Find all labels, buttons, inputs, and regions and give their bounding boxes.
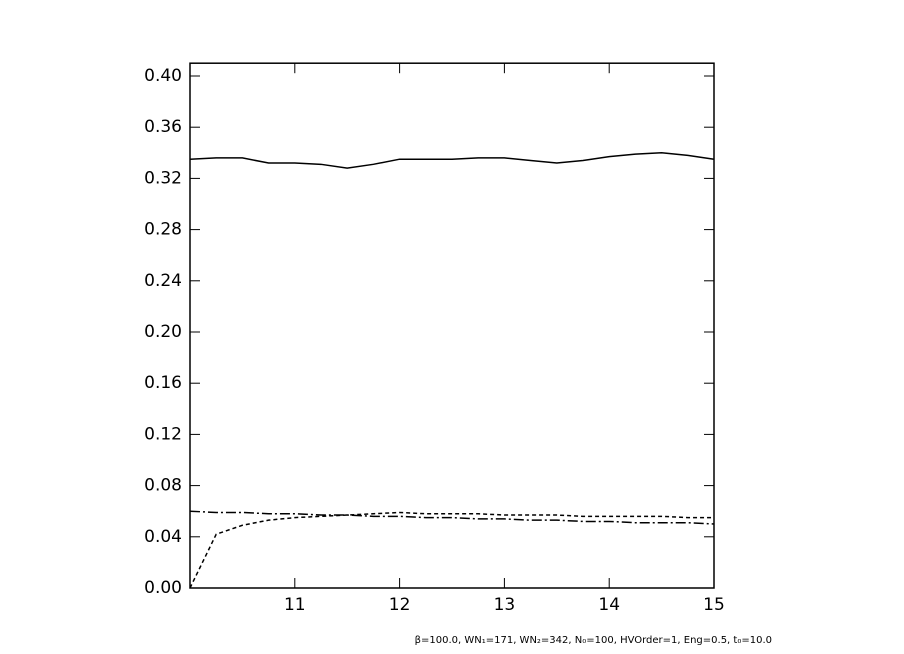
x-tick-label: 14 — [598, 595, 620, 615]
y-tick-label: 0.20 — [144, 322, 182, 342]
line-series — [189, 510, 715, 525]
line-series — [189, 152, 715, 169]
y-tick-label: 0.40 — [144, 66, 182, 86]
y-tick-label: 0.24 — [144, 271, 182, 291]
footnote: β=100.0, WN₁=171, WN₂=342, N₀=100, HVOrd… — [415, 635, 772, 646]
y-tick-label: 0.12 — [144, 424, 182, 444]
x-tick-label: 13 — [494, 595, 516, 615]
y-tick-label: 0.32 — [144, 168, 182, 188]
x-tick-label: 12 — [389, 595, 411, 615]
y-tick-label: 0.28 — [144, 220, 182, 240]
plot-frame — [189, 62, 715, 589]
y-tick-label: 0.16 — [144, 373, 182, 393]
line-series — [189, 511, 714, 589]
y-tick-label: 0.08 — [144, 476, 182, 496]
x-tick-label: 15 — [703, 595, 725, 615]
x-tick-label: 11 — [284, 595, 306, 615]
y-tick-label: 0.00 — [144, 578, 182, 598]
y-tick-label: 0.36 — [144, 117, 182, 137]
y-tick-label: 0.04 — [144, 527, 182, 547]
